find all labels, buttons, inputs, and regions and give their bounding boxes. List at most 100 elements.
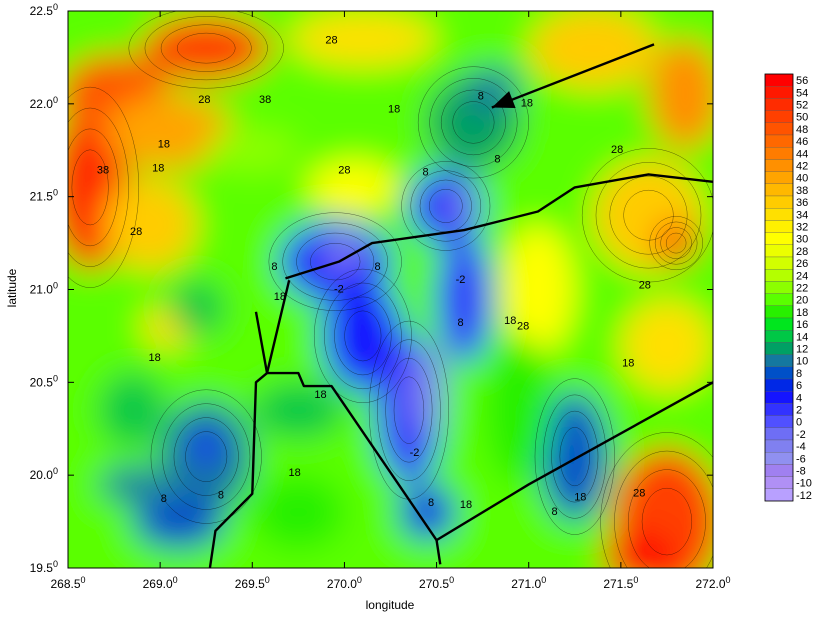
field-blob [620, 298, 713, 392]
colorbar-label: 4 [796, 392, 802, 404]
colorbar-swatch [764, 110, 794, 123]
colorbar-swatch [764, 305, 794, 319]
field-blob [541, 391, 608, 522]
contour-label: 18 [314, 389, 326, 401]
colorbar-label: 40 [796, 173, 808, 185]
field-blob [445, 187, 472, 225]
contour-line [377, 339, 441, 481]
colorbar-label: 46 [796, 136, 808, 148]
colorbar-label: 28 [796, 246, 808, 258]
contour-label: 28 [130, 226, 142, 238]
colorbar-swatch [764, 98, 794, 111]
contour-label: 18 [504, 315, 516, 327]
contour-line [649, 216, 703, 271]
contour-label: 8 [161, 493, 167, 505]
colorbar-swatch [764, 464, 794, 477]
colorbar-swatch [764, 391, 794, 404]
x-tick-label: 271.50 [603, 575, 638, 591]
colorbar-swatch [764, 378, 794, 392]
contour-line [162, 403, 251, 510]
field-blob [104, 178, 197, 271]
x-tick-label: 269.50 [235, 575, 270, 591]
field-blob [399, 484, 455, 541]
colorbar-label: 50 [796, 112, 808, 124]
contour-line [282, 222, 388, 301]
contour-label: 28 [338, 165, 350, 177]
colorbar-swatch [764, 171, 794, 184]
field-blob [648, 38, 713, 151]
colorbar-label: 56 [796, 75, 808, 87]
colorbar-swatch [764, 427, 794, 441]
contour-label: 8 [271, 261, 277, 273]
field-blob [602, 530, 677, 568]
colorbar-label: 44 [796, 148, 808, 160]
contour-line [68, 128, 119, 247]
contour-label: 8 [478, 90, 484, 102]
contour-label: 18 [622, 358, 634, 370]
colorbar-label: 30 [796, 234, 808, 246]
field-blob [191, 428, 221, 466]
colorbar-label: 20 [796, 295, 808, 307]
contour-line [551, 410, 599, 503]
contour-line [428, 188, 463, 223]
contour-line [68, 107, 129, 267]
contour-label: 8 [457, 317, 463, 329]
arrow-head [491, 91, 516, 108]
colorbar-label: 2 [796, 405, 802, 417]
colorbar-label: 48 [796, 124, 808, 136]
contour-label: 8 [428, 497, 434, 509]
contour-line [595, 162, 702, 269]
contour-label: -2 [334, 283, 344, 295]
colorbar-swatch [764, 293, 794, 306]
colorbar-label: -2 [796, 429, 806, 441]
colorbar-swatch [764, 476, 794, 489]
contour-line [296, 232, 375, 291]
colorbar-swatch [764, 134, 794, 148]
colorbar-swatch [764, 354, 794, 367]
contour-line [600, 432, 713, 568]
colorbar-label: -12 [796, 490, 812, 502]
contour-label: 8 [375, 261, 381, 273]
contour-label: 8 [422, 166, 428, 178]
contour-line [160, 24, 252, 72]
field-blob [252, 382, 345, 439]
colorbar-swatch [764, 439, 794, 453]
y-tick-label: 21.50 [30, 188, 58, 204]
colorbar-swatch [764, 452, 794, 465]
contour-line [452, 101, 495, 144]
field-blob [486, 335, 553, 485]
contour-line [185, 431, 228, 482]
colorbar-label: 12 [796, 344, 808, 356]
contour-label: 18 [152, 163, 164, 175]
contour-label: 28 [611, 144, 623, 156]
x-tick-label: 268.50 [50, 575, 85, 591]
colorbar-swatch [764, 159, 794, 172]
colorbar-swatch [764, 147, 794, 160]
colorbar-swatch [764, 244, 794, 258]
contour-label: 28 [639, 280, 651, 292]
contour-label: 8 [218, 489, 224, 501]
contour-label: 18 [460, 499, 472, 511]
colorbar-label: 22 [796, 283, 808, 295]
colorbar-swatch [764, 342, 794, 355]
contour-line [144, 16, 268, 81]
arrow-shaft [491, 43, 655, 109]
colorbar-swatch [764, 73, 794, 87]
colorbar-label: 42 [796, 161, 808, 173]
colorbar-label: 52 [796, 100, 808, 112]
colorbar-label: 36 [796, 197, 808, 209]
contour-line [393, 376, 425, 444]
track-lines [208, 43, 713, 568]
contour-label: 18 [158, 139, 170, 151]
contour-label: 28 [198, 94, 210, 106]
contour-label: 18 [289, 467, 301, 479]
contour-line [68, 86, 140, 288]
colorbar-swatch [764, 208, 794, 221]
y-tick-label: 20.00 [30, 466, 58, 482]
contour-label: -2 [456, 274, 466, 286]
contour-lines [68, 11, 713, 568]
colorbar-swatch [764, 195, 794, 209]
